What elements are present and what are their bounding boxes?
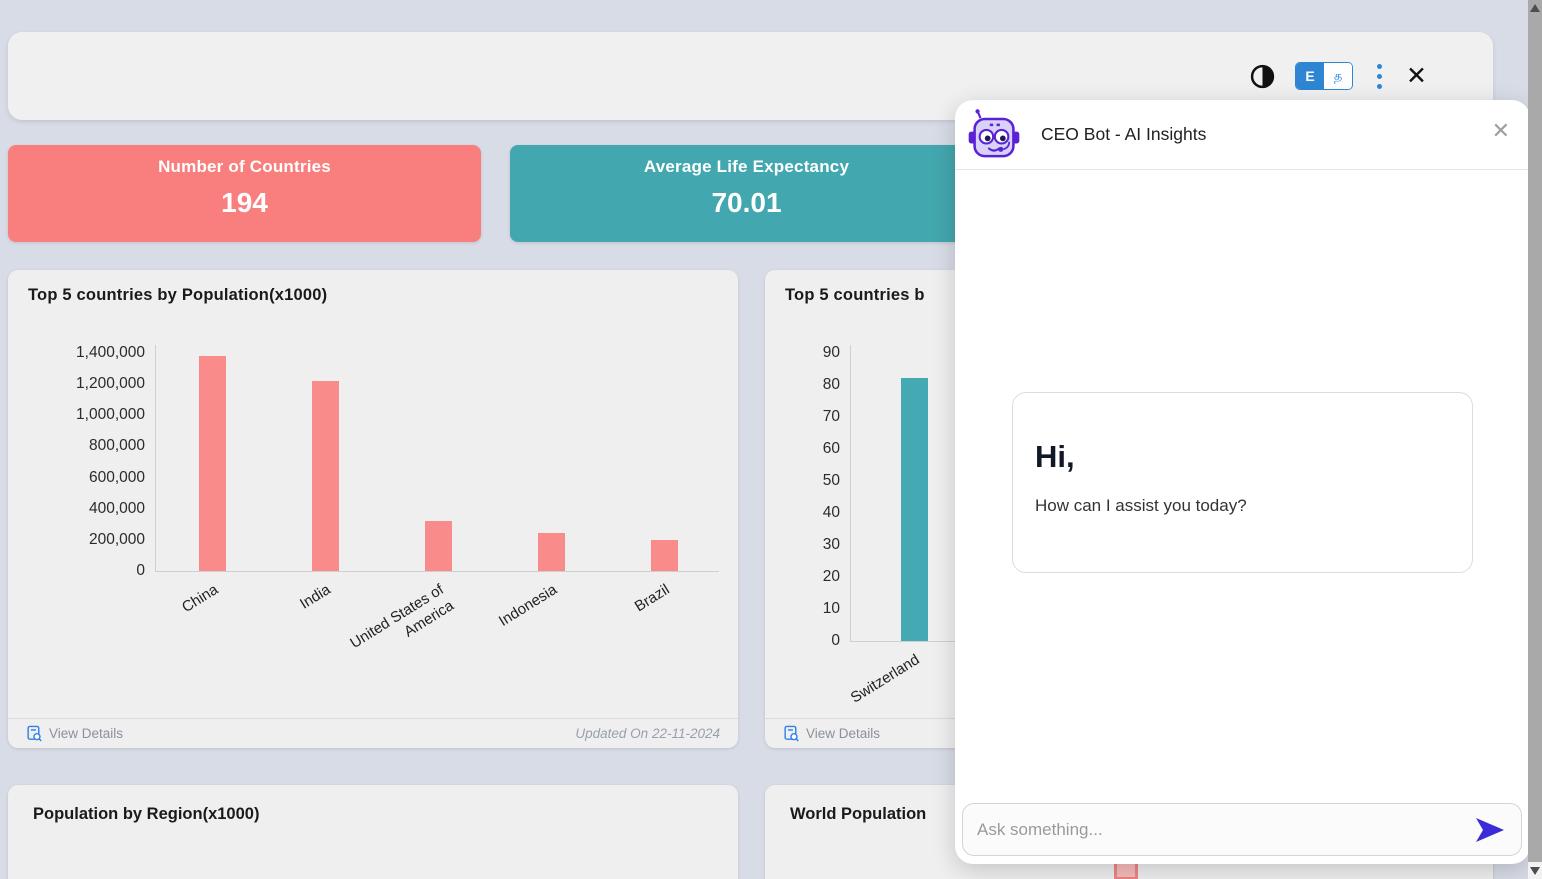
y-axis-tick-label: 400,000 — [88, 499, 145, 517]
world-population-bar[interactable] — [1114, 862, 1138, 879]
robot-icon — [968, 109, 1020, 158]
y-axis-tick-label: 1,400,000 — [76, 344, 145, 361]
bar-highlight — [1117, 864, 1135, 877]
half-circle-icon — [1250, 64, 1275, 88]
y-axis-tick-label: 90 — [822, 344, 840, 361]
x-axis-category-label: Indonesia — [495, 581, 561, 630]
chat-input[interactable] — [977, 819, 1473, 840]
y-axis-tick-label: 0 — [831, 632, 840, 649]
stat-value: 70.01 — [711, 187, 782, 218]
kebab-menu-icon[interactable] — [1373, 60, 1386, 93]
header-actions: E த ✕ — [1250, 32, 1427, 120]
y-axis-tick-label: 0 — [136, 562, 145, 579]
chart-title: Top 5 countries b — [785, 286, 925, 304]
y-axis-tick-label: 20 — [822, 568, 840, 585]
x-axis-category-label: Brazil — [632, 581, 674, 616]
y-axis-tick-label: 1,000,000 — [76, 406, 145, 424]
y-axis-tick-label: 70 — [822, 408, 840, 425]
bar-india[interactable] — [311, 381, 339, 571]
view-details-label: View Details — [806, 726, 881, 741]
y-axis-tick-label: 200,000 — [88, 530, 145, 548]
stat-label: Number of Countries — [158, 157, 331, 176]
document-search-icon — [27, 725, 42, 742]
x-axis-category-label: Switzerland — [848, 651, 924, 707]
scroll-down-icon — [1530, 866, 1540, 875]
document-search-icon — [784, 725, 799, 742]
y-axis-tick-label: 60 — [822, 440, 840, 457]
chat-greeting: Hi, — [1035, 439, 1075, 474]
bar-chart-population: 0 200,000 400,000 600,000 800,000 1,000,000 1,… — [8, 270, 738, 748]
chart-title: Top 5 countries by Population(x1000) — [28, 286, 328, 304]
chart-card-population: Top 5 countries by Population(x1000) 0 20… — [8, 270, 738, 748]
top-header-bar: E த ✕ — [8, 32, 1493, 120]
chat-input-container — [962, 803, 1522, 856]
x-axis-line — [155, 571, 719, 572]
chat-welcome-message: Hi, How can I assist you today? — [1012, 392, 1473, 573]
view-details-label: View Details — [49, 726, 124, 741]
bar-china[interactable] — [198, 356, 226, 571]
bar-united-states-of-america[interactable] — [424, 521, 452, 571]
view-details-button[interactable]: View Details — [26, 725, 123, 742]
y-axis-tick-label: 50 — [822, 472, 840, 489]
contrast-toggle-icon[interactable] — [1250, 64, 1275, 89]
vertical-scrollbar[interactable] — [1528, 0, 1542, 879]
y-axis-tick-label: 40 — [822, 504, 840, 521]
y-axis-tick-label: 800,000 — [88, 437, 145, 455]
scroll-down-button[interactable] — [1528, 862, 1542, 879]
chatbot-panel: CEO Bot - AI Insights ✕ Hi, How can I as… — [955, 100, 1530, 864]
y-axis-line — [850, 345, 851, 641]
chat-title: CEO Bot - AI Insights — [1041, 124, 1207, 144]
stat-value: 194 — [221, 187, 268, 218]
language-option-tamil[interactable]: த — [1324, 63, 1353, 89]
close-icon[interactable]: ✕ — [1406, 61, 1427, 90]
y-axis-tick-label: 80 — [822, 376, 840, 393]
send-icon[interactable] — [1473, 815, 1507, 845]
y-axis-tick-label: 30 — [822, 536, 840, 553]
x-axis-category-label: India — [297, 581, 335, 613]
stat-card-countries: Number of Countries 194 — [8, 145, 481, 242]
language-toggle: E த — [1295, 62, 1354, 90]
chat-header: CEO Bot - AI Insights ✕ — [955, 100, 1530, 170]
scroll-up-icon[interactable] — [1530, 4, 1540, 12]
y-axis-tick-label: 1,200,000 — [76, 375, 145, 393]
chat-close-icon[interactable]: ✕ — [1491, 118, 1510, 143]
paper-plane-icon — [1476, 817, 1504, 842]
stat-card-life-expectancy: Average Life Expectancy 70.01 — [510, 145, 983, 242]
card-title: Population by Region(x1000) — [33, 805, 260, 823]
view-details-button[interactable]: View Details — [783, 725, 880, 742]
bar-switzerland[interactable] — [900, 377, 928, 641]
y-axis-tick-label: 600,000 — [88, 468, 145, 486]
bar-brazil[interactable] — [650, 539, 678, 571]
updated-on-label: Updated On 22-11-2024 — [575, 726, 720, 741]
x-axis-category-label: United States of America — [347, 581, 457, 652]
stat-label: Average Life Expectancy — [643, 157, 850, 176]
card-title: World Population — [790, 805, 927, 823]
bar-indonesia[interactable] — [537, 532, 565, 571]
x-axis-category-label: China — [178, 581, 222, 617]
card-population-by-region: Population by Region(x1000) — [8, 785, 738, 879]
chat-message-text: How can I assist you today? — [1035, 496, 1247, 515]
language-option-english[interactable]: E — [1296, 63, 1325, 89]
chart-footer: View Details Updated On 22-11-2024 — [8, 718, 738, 748]
y-axis-tick-label: 10 — [822, 600, 840, 617]
y-axis-line — [155, 345, 156, 571]
